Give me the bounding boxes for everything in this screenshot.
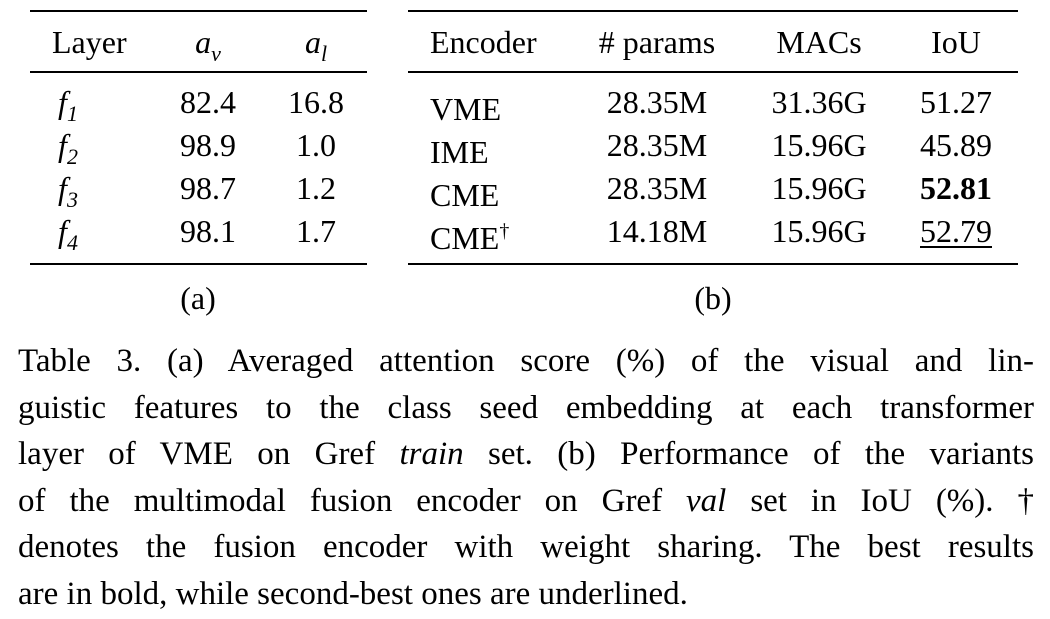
table-a-row-layer: f1 (58, 84, 78, 126)
caption-line: denotes the fusion encoder with weight s… (18, 529, 1034, 565)
table-b-row-macs: 15.96G (771, 213, 867, 249)
table-b-row-encoder: VME (430, 91, 502, 127)
table-b-row-iou: 45.89 (920, 127, 992, 163)
table-b-row-macs: 31.36G (771, 84, 867, 120)
table-a-row-al: 16.8 (288, 84, 344, 120)
table-b-row-iou-best: 52.81 (920, 170, 992, 206)
table-a-header-av: av (195, 24, 221, 66)
table-a-row-al: 1.7 (296, 213, 336, 249)
table-a-row-av: 98.9 (180, 127, 236, 163)
table-a-row-layer: f4 (58, 213, 78, 255)
table-b-row-iou: 51.27 (920, 84, 992, 120)
table-b-row-params: 28.35M (606, 170, 708, 206)
table-caption: Table 3. (a) Averaged attention score (%… (18, 338, 1034, 617)
table-a-row-al: 1.2 (296, 170, 336, 206)
table-b-bottom-rule (408, 263, 1018, 265)
table-b-top-rule (408, 10, 1018, 12)
table-b-header-params: # params (598, 24, 716, 60)
table-a-header-layer: Layer (52, 24, 127, 60)
table-b-header-macs: MACs (776, 24, 862, 60)
table-b-header-encoder: Encoder (430, 24, 537, 60)
caption-line: are in bold, while second-best ones are … (18, 575, 688, 612)
table-a-label: (a) (180, 280, 216, 316)
table-b-row-encoder: CME† (430, 220, 510, 256)
table-a-mid-rule (30, 71, 367, 73)
table-a-row-av: 98.7 (180, 170, 236, 206)
table-b-row-params: 28.35M (606, 84, 708, 120)
table-b-header-iou: IoU (931, 24, 981, 60)
table-b-row-encoder: CME (430, 177, 500, 213)
table-b-row-macs: 15.96G (771, 127, 867, 163)
caption-line: layer of VME on Gref train set. (b) Perf… (18, 436, 1035, 472)
table-b-row-encoder: IME (430, 134, 489, 170)
table-b-mid-rule (408, 71, 1018, 73)
caption-line: of the multimodal fusion encoder on Gref… (18, 482, 1034, 519)
table-b-label: (b) (694, 280, 732, 316)
table-a-row-layer: f3 (58, 170, 78, 212)
table-b-row-params: 14.18M (606, 213, 708, 249)
caption-line: Table 3. (a) Averaged attention score (%… (18, 343, 1034, 379)
table-a-bottom-rule (30, 263, 367, 265)
table-a-row-layer: f2 (58, 127, 78, 169)
caption-line: guistic features to the class seed embed… (18, 389, 1034, 426)
table-a-top-rule (30, 10, 367, 12)
table-a-row-al: 1.0 (296, 127, 336, 163)
table-b-row-iou-second: 52.79 (920, 213, 992, 249)
table-a-header-al: al (304, 24, 328, 66)
table-b-row-macs: 15.96G (771, 170, 867, 206)
table-b-row-params: 28.35M (606, 127, 708, 163)
dagger-mark: † (499, 220, 510, 242)
table-a-row-av: 98.1 (180, 213, 236, 249)
table-a-row-av: 82.4 (180, 84, 236, 120)
